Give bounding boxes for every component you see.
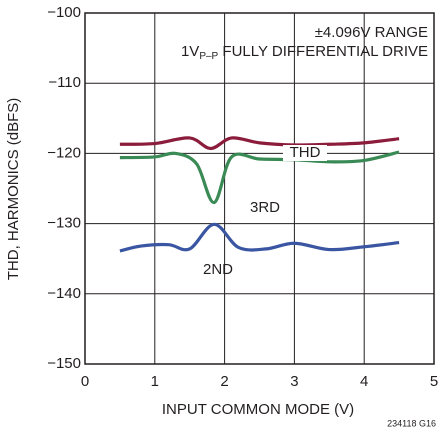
annotation-part: FULLY DIFFERENTIAL DRIVE — [218, 43, 428, 60]
annotation-part: P–P — [199, 51, 218, 62]
y-tick-label: −100 — [47, 4, 81, 21]
y-tick-label: −140 — [47, 285, 81, 302]
series-label: 2ND — [203, 261, 233, 278]
x-tick-label: 5 — [430, 373, 438, 390]
plot-frame — [84, 12, 435, 365]
annotation: 1VP–P FULLY DIFFERENTIAL DRIVE — [181, 43, 428, 62]
annotation-part: 1V — [181, 43, 199, 60]
y-tick-label: −110 — [48, 74, 81, 91]
x-axis-label: INPUT COMMON MODE (V) — [162, 401, 354, 418]
y-axis-label: THD, HARMONICS (dBFS) — [5, 98, 22, 281]
series-label: 3RD — [250, 199, 280, 216]
series-label: THD — [290, 144, 321, 161]
x-tick-label: 3 — [290, 373, 298, 390]
x-tick-label: 1 — [151, 373, 159, 390]
y-tick-label: −150 — [47, 355, 81, 372]
line — [119, 150, 400, 205]
line — [119, 136, 400, 151]
footnote: 234118 G16 — [387, 418, 436, 428]
annotation: ±4.096V RANGE — [315, 24, 428, 41]
label-backdrop — [283, 145, 327, 161]
x-tick-label: 0 — [81, 373, 89, 390]
line — [119, 222, 400, 253]
x-tick-label: 2 — [220, 373, 228, 390]
y-tick-label: −130 — [47, 215, 81, 232]
y-tick-label: −120 — [47, 144, 81, 161]
x-tick-label: 4 — [360, 373, 368, 390]
